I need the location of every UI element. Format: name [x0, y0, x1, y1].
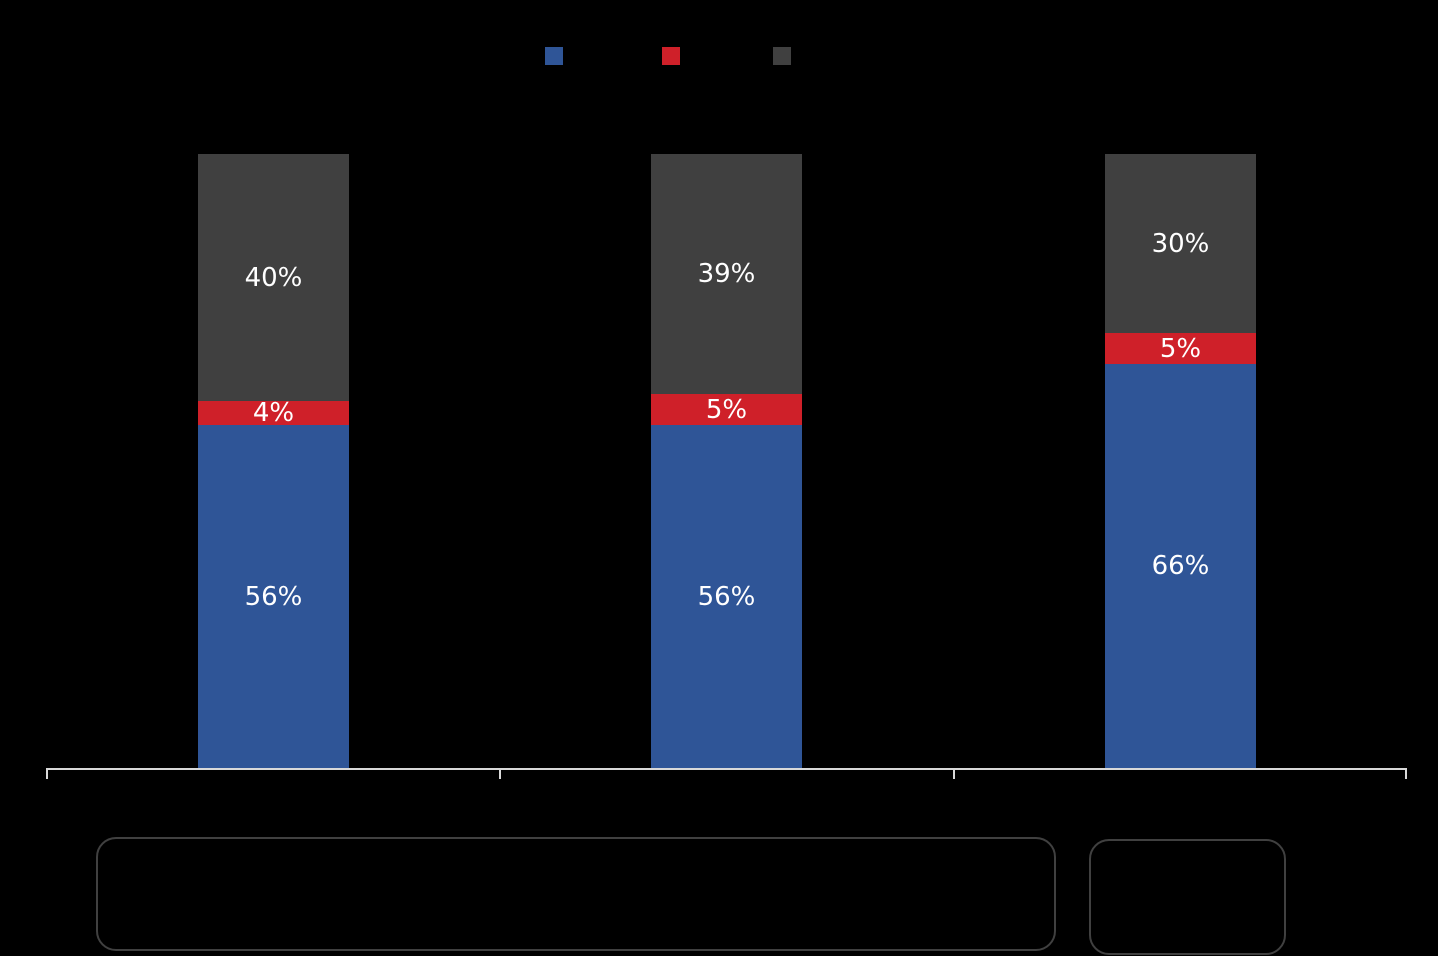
legend	[0, 46, 1438, 66]
bar-segment-series-2: 5%	[651, 394, 802, 425]
bar-segment-series-1: 66%	[1105, 364, 1256, 768]
bar-segment-series-1: 56%	[198, 425, 349, 768]
legend-item-series-2	[662, 46, 688, 65]
x-axis-tick	[1405, 768, 1407, 779]
data-label: 5%	[1159, 333, 1202, 364]
data-label: 66%	[1151, 551, 1210, 581]
bar-category-3: 30% 5% 66%	[1105, 154, 1256, 768]
legend-swatch-gray-icon	[773, 46, 791, 65]
bar-segment-series-1: 56%	[651, 425, 802, 768]
bar-category-1: 40% 4% 56%	[198, 154, 349, 768]
group-box-left	[96, 837, 1056, 951]
legend-item-series-3	[773, 46, 799, 65]
legend-swatch-blue-icon	[545, 46, 563, 65]
data-label: 4%	[252, 398, 295, 428]
bar-segment-series-2: 5%	[1105, 333, 1256, 364]
x-axis-tick	[499, 768, 501, 779]
x-axis-tick	[953, 768, 955, 779]
bar-segment-series-3: 39%	[651, 154, 802, 394]
bar-segment-series-3: 30%	[1105, 154, 1256, 333]
x-axis-tick	[46, 768, 48, 779]
legend-item-series-1	[545, 46, 571, 65]
data-label: 30%	[1151, 228, 1210, 259]
bar-category-2: 39% 5% 56%	[651, 154, 802, 768]
data-label: 5%	[705, 394, 748, 425]
bar-segment-series-3: 40%	[198, 154, 349, 401]
data-label: 56%	[244, 581, 303, 612]
plot-area: 40% 4% 56% 39% 5% 56% 30%	[46, 154, 1407, 779]
legend-swatch-red-icon	[662, 46, 680, 65]
group-box-right	[1089, 839, 1286, 955]
data-label: 56%	[697, 581, 756, 612]
data-label: 39%	[697, 259, 756, 289]
bar-segment-series-2: 4%	[198, 398, 349, 428]
x-axis-line	[46, 768, 1407, 770]
data-label: 40%	[244, 262, 303, 293]
